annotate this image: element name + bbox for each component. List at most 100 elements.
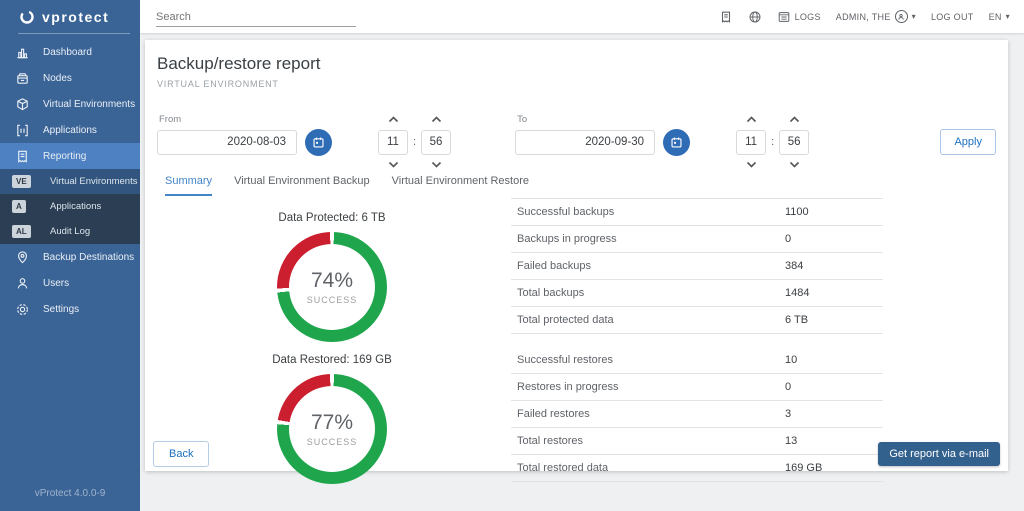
table-row: Restores in progress 0 xyxy=(511,374,883,401)
dashboard-icon xyxy=(14,44,30,60)
from-calendar-button[interactable] xyxy=(305,128,332,156)
sidebar-subitem-label: Virtual Environments xyxy=(50,176,138,187)
time-separator: : xyxy=(413,136,417,148)
sidebar-item-dashboard[interactable]: Dashboard xyxy=(0,39,140,65)
from-minute-value[interactable]: 56 xyxy=(421,129,452,155)
backup-destinations-icon xyxy=(14,249,30,265)
to-hour-value[interactable]: 11 xyxy=(736,129,767,155)
from-minute-stepper: 56 xyxy=(421,115,452,170)
get-report-button[interactable]: Get report via e-mail xyxy=(878,442,1000,466)
stats-column: Successful backups 1100 Backups in progr… xyxy=(511,198,883,484)
table-row: Backups in progress 0 xyxy=(511,226,883,253)
topbar: LOGS ADMIN, THE ▾ LOG OUT EN ▾ xyxy=(140,0,1024,33)
users-icon xyxy=(14,275,30,291)
apply-button[interactable]: Apply xyxy=(940,129,996,155)
sidebar-subitem-audit-log[interactable]: AL Audit Log xyxy=(0,219,140,244)
user-avatar-icon xyxy=(894,10,908,23)
a-badge: A xyxy=(12,200,26,213)
chevron-down-icon[interactable] xyxy=(789,160,800,170)
settings-icon xyxy=(14,301,30,317)
charts-column: Data Protected: 6 TB 74% SUCCESS Data Re… xyxy=(157,198,507,484)
donut-percent: 77% xyxy=(310,411,354,434)
sidebar-item-label: Virtual Environments xyxy=(43,98,136,110)
to-label: To xyxy=(517,113,528,125)
search-input[interactable] xyxy=(156,6,356,27)
back-button[interactable]: Back xyxy=(153,441,210,467)
sidebar-item-applications[interactable]: Applications xyxy=(0,117,140,143)
chevron-up-icon[interactable] xyxy=(746,115,757,125)
from-date-input[interactable] xyxy=(157,129,297,155)
donut-caption: SUCCESS xyxy=(306,295,358,305)
topbar-actions: LOGS ADMIN, THE ▾ LOG OUT EN ▾ xyxy=(719,10,1024,24)
chevron-down-icon[interactable] xyxy=(388,160,399,170)
restore-stats-table: Successful restores 10 Restores in progr… xyxy=(511,347,883,482)
to-date-input[interactable] xyxy=(515,129,656,155)
virtual-environments-icon xyxy=(14,96,30,112)
to-calendar-button[interactable] xyxy=(663,128,691,156)
sidebar-subitem-label: Applications xyxy=(50,201,102,212)
sidebar-item-virtual-environments[interactable]: Virtual Environments xyxy=(0,91,140,117)
logs-button[interactable]: LOGS xyxy=(777,10,821,24)
date-filter-row: From 11 : xyxy=(157,113,996,171)
language-menu[interactable]: EN ▾ xyxy=(988,11,1010,22)
al-badge: AL xyxy=(12,225,31,238)
to-minute-stepper: 56 xyxy=(779,115,810,170)
sidebar-item-reporting[interactable]: Reporting xyxy=(0,143,140,169)
reporting-icon xyxy=(14,148,30,164)
data-protected-chart: Data Protected: 6 TB 74% SUCCESS xyxy=(157,212,507,342)
sidebar-subitem-applications[interactable]: A Applications xyxy=(0,194,140,219)
table-row: Total backups 1484 xyxy=(511,280,883,307)
sidebar-item-backup-destinations[interactable]: Backup Destinations xyxy=(0,244,140,270)
backup-stats-table: Successful backups 1100 Backups in progr… xyxy=(511,198,883,334)
calendar-icon xyxy=(312,136,325,149)
from-hour-value[interactable]: 11 xyxy=(378,129,408,155)
sidebar-subitem-virtual-environments[interactable]: VE Virtual Environments xyxy=(0,169,140,194)
chevron-down-icon[interactable] xyxy=(431,160,442,170)
report-tabs: Summary Virtual Environment Backup Virtu… xyxy=(157,175,996,196)
card-footer: Back Get report via e-mail xyxy=(153,441,1000,467)
vprotect-swirl-icon xyxy=(19,9,35,25)
logs-icon xyxy=(777,10,791,24)
table-row: Total restores 13 xyxy=(511,428,883,455)
nodes-icon xyxy=(14,70,30,86)
sidebar-item-label: Applications xyxy=(43,124,97,136)
chevron-down-icon[interactable] xyxy=(746,160,757,170)
sidebar-item-users[interactable]: Users xyxy=(0,270,140,296)
donut-caption: SUCCESS xyxy=(306,437,358,447)
sidebar-divider xyxy=(18,33,130,34)
chevron-up-icon[interactable] xyxy=(388,115,399,125)
logout-button[interactable]: LOG OUT xyxy=(930,11,974,22)
sidebar: vprotect Dashboard Nodes Virtual Envir xyxy=(0,0,140,511)
to-minute-value[interactable]: 56 xyxy=(779,129,810,155)
sidebar-item-label: Settings xyxy=(43,303,80,315)
restore-success-donut: 77% SUCCESS xyxy=(277,374,387,484)
sidebar-subitem-label: Audit Log xyxy=(50,226,91,237)
globe-icon[interactable] xyxy=(748,10,762,24)
from-label: From xyxy=(159,113,182,125)
table-row: Total restored data 169 GB xyxy=(511,455,883,482)
report-icon[interactable] xyxy=(719,10,733,24)
to-date-group: To xyxy=(515,114,691,156)
table-row: Failed restores 3 xyxy=(511,401,883,428)
ve-badge: VE xyxy=(12,175,31,188)
tab-virtual-environment-backup[interactable]: Virtual Environment Backup xyxy=(234,175,370,187)
tab-virtual-environment-restore[interactable]: Virtual Environment Restore xyxy=(391,175,529,187)
tab-summary[interactable]: Summary xyxy=(165,175,213,196)
sidebar-item-label: Nodes xyxy=(43,72,72,84)
chevron-up-icon[interactable] xyxy=(789,115,800,125)
table-row: Failed backups 384 xyxy=(511,253,883,280)
data-restored-chart: Data Restored: 169 GB 77% SUCCESS xyxy=(157,354,507,484)
sidebar-item-settings[interactable]: Settings xyxy=(0,296,140,322)
page-title: Backup/restore report xyxy=(157,54,321,73)
sidebar-item-nodes[interactable]: Nodes xyxy=(0,65,140,91)
app-version: vProtect 4.0.0-9 xyxy=(34,488,106,499)
chevron-up-icon[interactable] xyxy=(431,115,442,125)
brand-logo[interactable]: vprotect xyxy=(0,0,140,33)
user-menu[interactable]: ADMIN, THE ▾ xyxy=(835,10,916,23)
donut-percent: 74% xyxy=(310,269,354,292)
sidebar-item-label: Dashboard xyxy=(43,46,92,58)
chevron-down-icon: ▾ xyxy=(1005,12,1010,21)
from-date-group: From xyxy=(157,114,332,156)
table-row: Successful restores 10 xyxy=(511,347,883,374)
